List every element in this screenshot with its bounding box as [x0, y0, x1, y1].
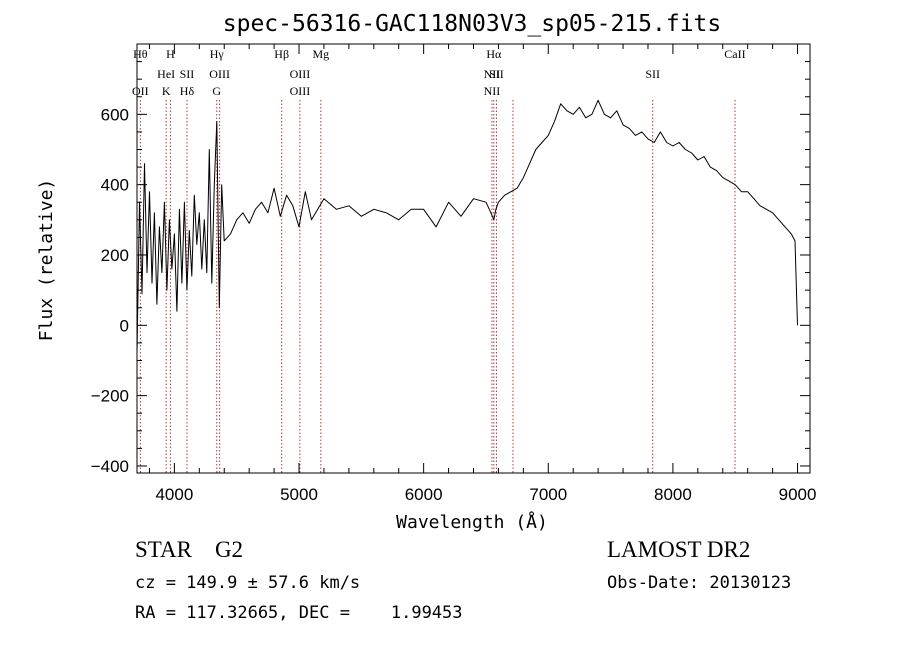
series-layer: [136, 99, 798, 354]
line-marker-label: NII: [484, 84, 501, 98]
y-tick-label: −200: [91, 387, 129, 406]
line-marker-label: SII: [180, 67, 195, 81]
line-marker-label: CaII: [724, 47, 745, 61]
line-marker-label: OIII: [290, 84, 311, 98]
line-marker-label: Hδ: [180, 84, 195, 98]
line-marker-label: Mg: [312, 47, 329, 61]
line-marker-label: NII: [484, 67, 501, 81]
y-tick-label: −400: [91, 457, 129, 476]
line-marker-label: K: [162, 84, 171, 98]
y-axis-label: Flux (relative): [36, 179, 57, 342]
y-tick-label: 200: [101, 246, 129, 265]
x-tick-label: 6000: [405, 485, 443, 504]
x-tick-label: 8000: [654, 485, 692, 504]
axes: 4000 5000 6000 7000 8000 9000 −400 −200 0 200 400 6…: [91, 43, 817, 504]
data-release: LAMOST DR2: [607, 537, 751, 562]
y-tick-label: 0: [120, 316, 129, 335]
line-marker-label: HeI: [157, 67, 175, 81]
y-tick-label: 400: [101, 176, 129, 195]
y-tick-label: 600: [101, 105, 129, 124]
object-class: STAR G2: [135, 537, 244, 562]
x-tick-label: 5000: [280, 485, 318, 504]
line-marker-label: Hα: [486, 47, 502, 61]
line-marker-label: OIII: [290, 67, 311, 81]
line-marker-labels: HθOIIHeIKHSIIHδHγGOIIIHβOIIIOIIIMgNIINII…: [132, 47, 746, 98]
x-tick-label: 9000: [779, 485, 817, 504]
line-marker-label: G: [212, 84, 221, 98]
line-markers: [139, 100, 736, 473]
line-marker-label: Hθ: [133, 47, 148, 61]
line-marker-label: SII: [489, 67, 504, 81]
line-marker-label: OIII: [209, 67, 230, 81]
spectrum-line: [136, 99, 798, 354]
line-marker-label: H: [166, 47, 175, 61]
line-marker-label: SII: [645, 67, 660, 81]
line-marker-label: Hβ: [274, 47, 289, 61]
redshift-velocity: cz = 149.9 ± 57.6 km/s: [135, 573, 361, 593]
x-tick-label: 4000: [155, 485, 193, 504]
x-axis-label: Wavelength (Å): [396, 511, 548, 533]
line-marker-label: Hγ: [210, 47, 225, 61]
x-tick-label: 7000: [529, 485, 567, 504]
ra-dec-coordinates: RA = 117.32665, DEC = 1.99453: [135, 603, 463, 623]
plot-frame: [136, 43, 811, 474]
line-marker-label: OII: [132, 84, 149, 98]
chart-title: spec-56316-GAC118N03V3_sp05-215.fits: [223, 11, 722, 37]
observation-date: Obs-Date: 20130123: [607, 573, 792, 593]
